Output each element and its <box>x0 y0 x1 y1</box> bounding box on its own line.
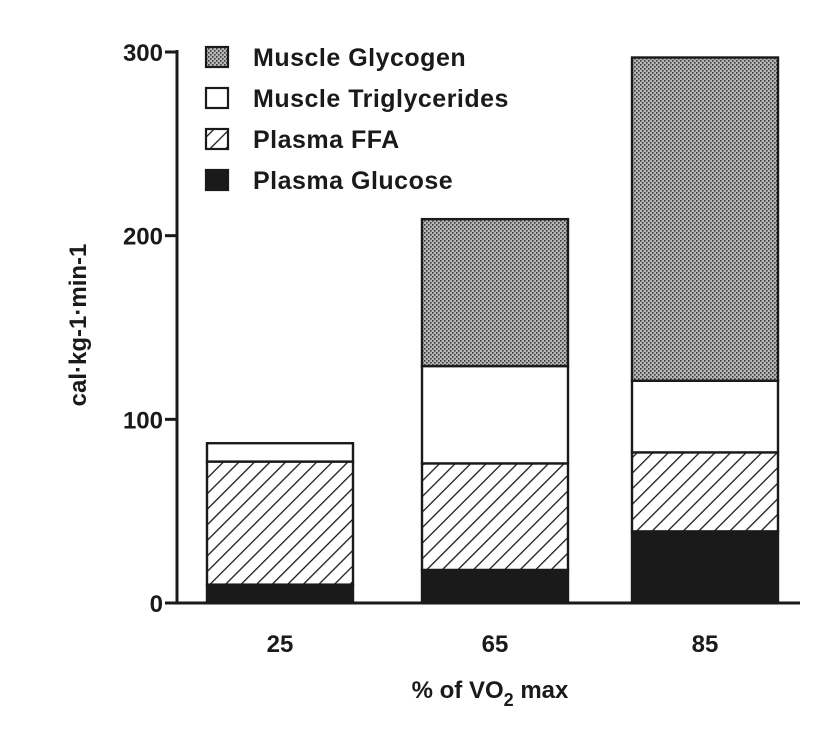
legend-label-muscle-triglycerides: Muscle Triglycerides <box>253 85 509 113</box>
legend-swatch-muscle-triglycerides <box>204 86 230 110</box>
y-axis-title: cal·kg-1·min-1 <box>65 244 92 407</box>
x-axis-title-prefix: % of VO <box>412 677 504 704</box>
bar-segment-muscle-glycogen-85 <box>630 56 780 382</box>
legend: Muscle Glycogen Muscle Triglycerides Plasm… <box>204 44 509 195</box>
x-axis-title: % of VO2 max <box>412 677 569 710</box>
legend-label-muscle-glycogen: Muscle Glycogen <box>253 44 466 72</box>
x-tick-label-25: 25 <box>267 631 294 658</box>
x-tick-label-65: 65 <box>482 631 509 658</box>
y-tick-label-200: 200 <box>123 224 163 251</box>
legend-swatch-muscle-glycogen <box>204 45 230 69</box>
bar-segment-plasma-ffa-25 <box>205 460 355 586</box>
bar-segment-muscle-triglycerides-85 <box>630 379 780 454</box>
bar-segment-plasma-ffa-85 <box>630 451 780 533</box>
legend-label-plasma-ffa: Plasma FFA <box>253 126 400 154</box>
bar-segment-plasma-ffa-65 <box>420 462 570 572</box>
y-tick-label-0: 0 <box>150 591 163 618</box>
x-tick-label-85: 85 <box>692 631 719 658</box>
legend-label-plasma-glucose: Plasma Glucose <box>253 167 453 195</box>
bar-segment-muscle-glycogen-65 <box>420 217 570 368</box>
bar-segment-muscle-triglycerides-25 <box>205 442 355 463</box>
bar-segment-muscle-triglycerides-65 <box>420 364 570 465</box>
legend-swatch-plasma-glucose <box>204 168 230 192</box>
bar-segment-plasma-glucose-25 <box>205 583 355 605</box>
x-axis-title-subscript: 2 <box>504 690 514 710</box>
x-axis-title-suffix: max <box>514 677 569 704</box>
y-tick-label-100: 100 <box>123 407 163 434</box>
bar-segment-plasma-glucose-65 <box>420 568 570 605</box>
legend-swatch-plasma-ffa <box>204 127 230 151</box>
axes-layer: 0 100 200 300 <box>123 40 800 618</box>
bar-segment-plasma-glucose-85 <box>630 530 780 605</box>
bars-layer: 25 65 85 <box>205 56 780 658</box>
y-tick-label-300: 300 <box>123 40 163 67</box>
